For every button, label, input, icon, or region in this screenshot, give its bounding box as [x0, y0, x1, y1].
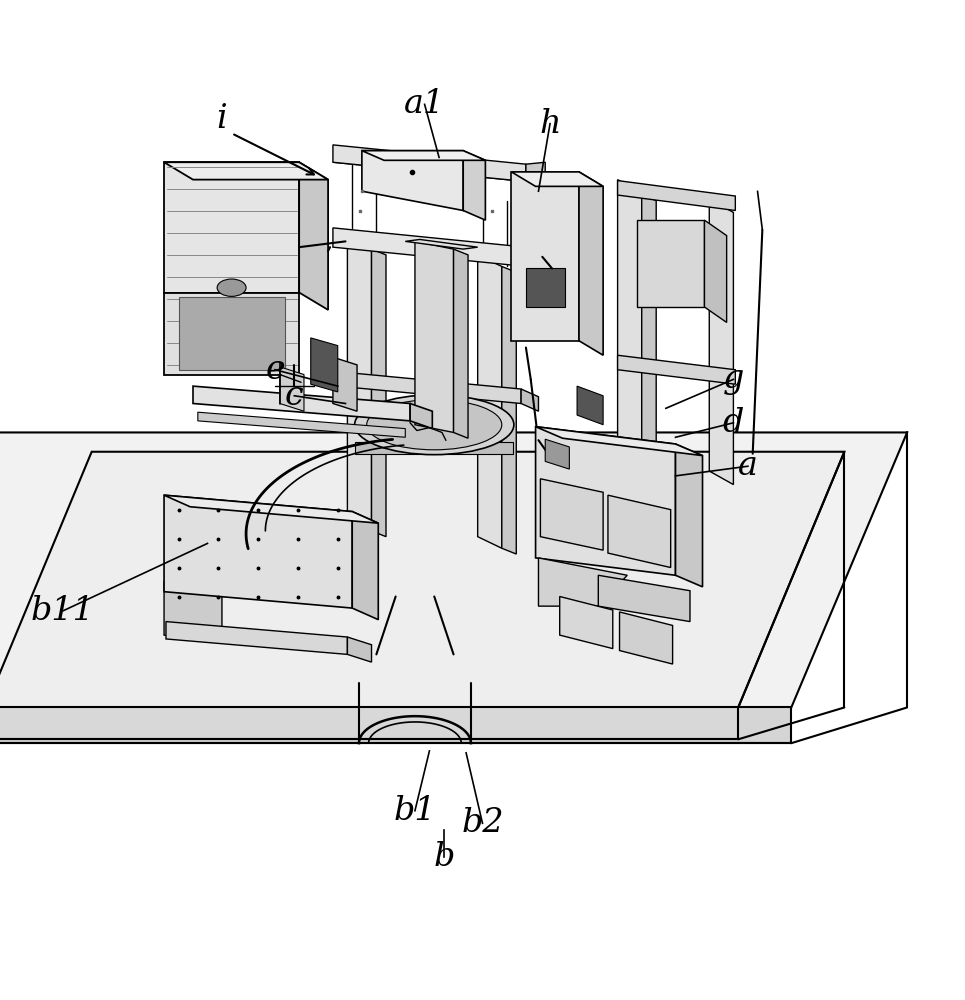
Polygon shape: [642, 193, 656, 473]
Polygon shape: [166, 622, 347, 654]
Polygon shape: [709, 199, 733, 485]
Polygon shape: [536, 427, 703, 456]
Polygon shape: [347, 637, 372, 662]
Text: a1: a1: [404, 88, 445, 120]
Polygon shape: [608, 495, 671, 568]
Text: c: c: [285, 380, 304, 412]
Polygon shape: [198, 412, 405, 437]
Text: b2: b2: [461, 807, 504, 839]
Polygon shape: [338, 372, 521, 403]
Polygon shape: [598, 575, 690, 622]
Polygon shape: [405, 239, 478, 249]
Polygon shape: [280, 367, 304, 411]
Polygon shape: [577, 386, 603, 425]
Polygon shape: [579, 172, 603, 355]
Polygon shape: [164, 162, 328, 180]
Text: i: i: [216, 103, 228, 135]
Text: g: g: [723, 363, 744, 395]
Polygon shape: [352, 512, 378, 620]
Polygon shape: [0, 452, 844, 707]
Polygon shape: [463, 151, 485, 220]
Polygon shape: [164, 293, 299, 375]
Ellipse shape: [367, 400, 502, 450]
Polygon shape: [311, 338, 338, 392]
Polygon shape: [410, 403, 432, 429]
Polygon shape: [536, 427, 676, 575]
Polygon shape: [415, 241, 454, 432]
Polygon shape: [511, 172, 603, 186]
Polygon shape: [618, 181, 735, 211]
Text: b11: b11: [31, 595, 95, 627]
Polygon shape: [540, 479, 603, 550]
Polygon shape: [526, 268, 565, 307]
Polygon shape: [347, 238, 372, 531]
Polygon shape: [333, 228, 526, 266]
Polygon shape: [333, 160, 545, 182]
Polygon shape: [0, 432, 907, 707]
Polygon shape: [164, 495, 378, 523]
Polygon shape: [362, 151, 463, 211]
Polygon shape: [538, 558, 627, 606]
Polygon shape: [637, 220, 704, 307]
Polygon shape: [164, 581, 222, 643]
Polygon shape: [618, 355, 735, 384]
Polygon shape: [0, 707, 791, 743]
Polygon shape: [372, 249, 386, 537]
Text: a: a: [738, 450, 758, 482]
Polygon shape: [618, 180, 642, 465]
Polygon shape: [164, 495, 352, 608]
Text: d: d: [723, 407, 744, 439]
Polygon shape: [333, 357, 357, 411]
Polygon shape: [704, 220, 727, 322]
Polygon shape: [738, 452, 844, 707]
Polygon shape: [502, 266, 516, 554]
Polygon shape: [454, 249, 468, 438]
Polygon shape: [193, 386, 410, 421]
Polygon shape: [676, 444, 703, 587]
Ellipse shape: [217, 279, 246, 296]
Text: b: b: [433, 841, 455, 873]
Polygon shape: [355, 442, 513, 454]
Text: e: e: [265, 354, 285, 386]
Polygon shape: [521, 389, 538, 411]
Polygon shape: [179, 297, 285, 370]
Polygon shape: [362, 151, 485, 160]
Text: h: h: [539, 108, 561, 140]
Ellipse shape: [355, 395, 513, 455]
Polygon shape: [545, 439, 569, 469]
Polygon shape: [526, 162, 545, 182]
Polygon shape: [333, 145, 526, 182]
Polygon shape: [478, 255, 502, 548]
Polygon shape: [560, 596, 613, 649]
Polygon shape: [0, 707, 738, 739]
Polygon shape: [526, 247, 545, 276]
Text: b1: b1: [394, 795, 436, 827]
Polygon shape: [620, 612, 673, 664]
Polygon shape: [299, 162, 328, 310]
Polygon shape: [164, 162, 299, 293]
Polygon shape: [511, 172, 579, 341]
